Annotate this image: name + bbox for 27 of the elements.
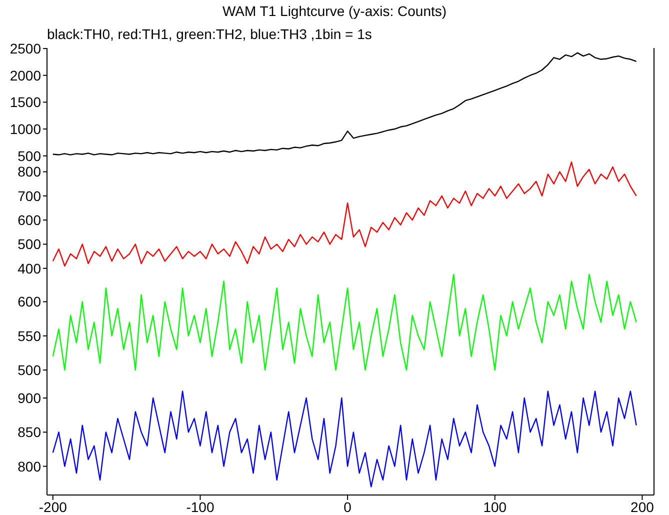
x-tick-label: -200 [38, 498, 68, 515]
y-tick-label: 800 [18, 164, 42, 180]
y-tick-label: 500 [18, 148, 42, 164]
line-series [52, 274, 637, 371]
x-tick-label: -100 [186, 498, 214, 515]
line-series [52, 390, 637, 488]
y-tick-label: 850 [18, 424, 42, 440]
y-tick-label: 400 [18, 260, 42, 276]
y-tick-label: 900 [18, 390, 42, 406]
line-series [52, 52, 637, 156]
y-tick-label: 800 [18, 458, 42, 474]
y-tick-label: 2500 [10, 40, 42, 57]
y-tick-label: 1000 [10, 120, 42, 137]
x-tick-label: 0 [344, 498, 352, 515]
chart-title: WAM T1 Lightcurve (y-axis: Counts) [221, 3, 448, 19]
y-tick-label: 550 [18, 328, 42, 344]
y-tick-label: 1500 [10, 94, 42, 110]
x-tick-label: 100 [483, 498, 507, 515]
line-series [52, 162, 637, 267]
y-tick-label: 700 [18, 188, 42, 204]
chart-subtitle: black:TH0, red:TH1, green:TH2, blue:TH3 ,1bin = 1s [47, 26, 372, 42]
y-tick-label: 600 [18, 212, 42, 228]
y-tick-label: 2000 [10, 67, 42, 84]
x-tick-label: 200 [630, 498, 654, 515]
y-tick-label: 500 [18, 362, 42, 378]
y-tick-label: 600 [18, 294, 42, 310]
y-tick-label: 500 [18, 236, 42, 252]
